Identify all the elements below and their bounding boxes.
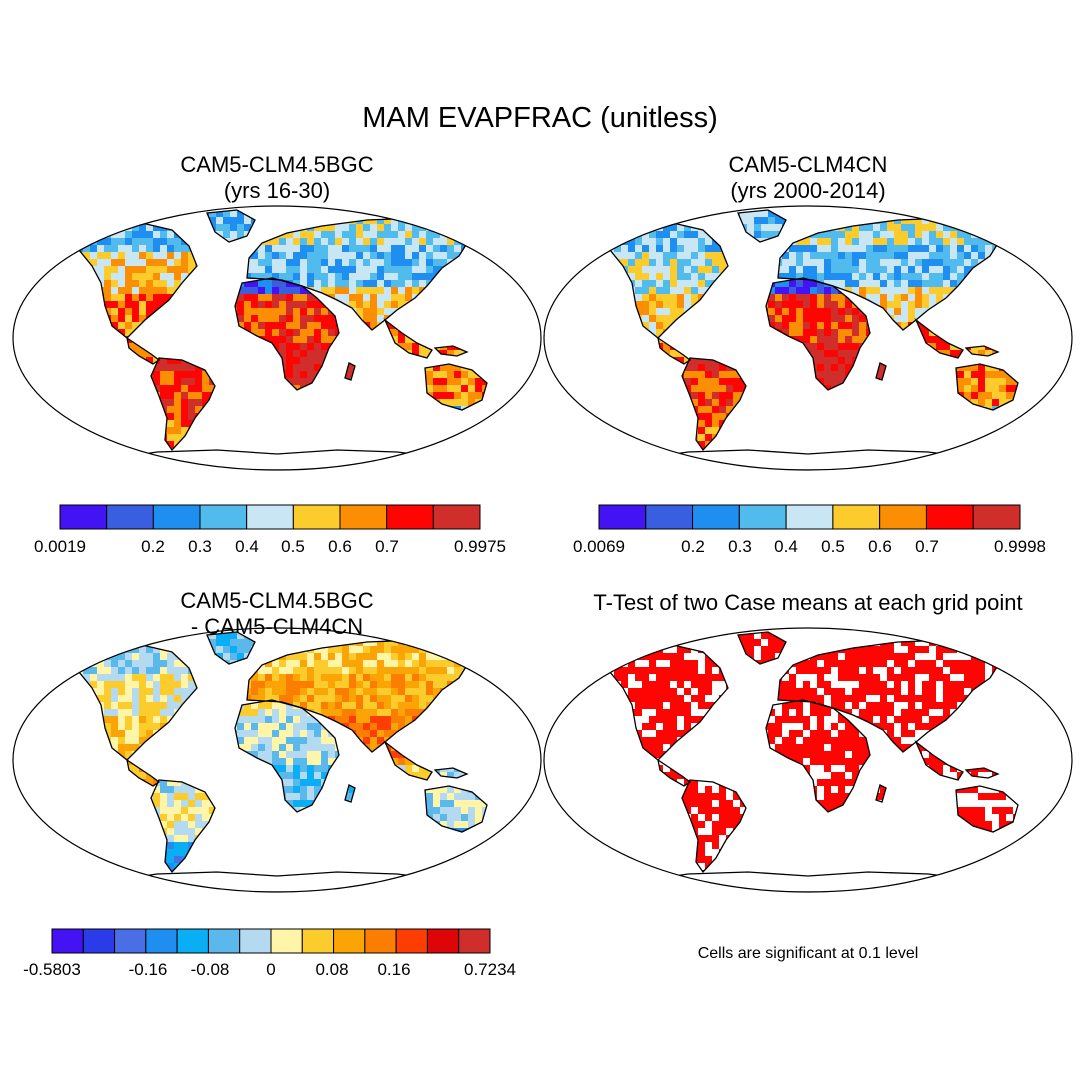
colorbar-cn-swatch — [925, 504, 974, 530]
map-clip — [602, 209, 1019, 470]
colorbar-cn-tick: 0.2 — [681, 537, 705, 556]
colorbar-diff-swatch — [301, 928, 335, 954]
colorbar-diff-swatch — [270, 928, 303, 954]
panel-3-title-line1: CAM5-CLM4.5BGC — [77, 588, 477, 614]
coastlines — [71, 209, 488, 470]
colorbar-cn — [598, 504, 1021, 530]
colorbar-diff-tick: 0 — [266, 960, 275, 979]
coastlines — [602, 631, 1019, 892]
colorbar-cn-swatch — [645, 504, 694, 530]
colorbar-cn-swatch — [598, 504, 647, 530]
colorbar-diff-swatch — [395, 928, 428, 954]
panel-1-title-line1: CAM5-CLM4.5BGC — [77, 152, 477, 178]
colorbar-bgc-tick: 0.4 — [235, 537, 259, 556]
coastlines — [602, 209, 1019, 470]
colorbar-cn-tick: 0.3 — [728, 537, 752, 556]
map-border — [543, 627, 1073, 893]
colorbar-bgc-swatch — [432, 504, 481, 530]
colorbar-bgc-swatch — [59, 504, 108, 530]
colorbar-diff-tick: -0.16 — [129, 960, 168, 979]
colorbar-cn-swatch — [692, 504, 740, 530]
panel-4-title: T-Test of two Case means at each grid po… — [548, 590, 1068, 616]
colorbar-difference — [51, 928, 491, 954]
map-clip — [602, 631, 1019, 892]
colorbar-bgc-tick: 0.6 — [328, 537, 352, 556]
colorbar-diff-min-label: -0.5803 — [23, 960, 81, 979]
colorbar-bgc-tick: 0.3 — [188, 537, 212, 556]
colorbar-diff-swatch — [364, 928, 397, 954]
colorbar-bgc-swatch — [386, 504, 434, 530]
panel-2-title: CAM5-CLM4CN (yrs 2000-2014) — [608, 152, 1008, 204]
colorbar-bgc-swatch — [152, 504, 201, 530]
colorbar-diff-tick: -0.08 — [191, 960, 230, 979]
colorbar-diff-swatch — [51, 928, 84, 954]
panel-1-title-line2: (yrs 16-30) — [77, 178, 477, 204]
colorbar-cn-min-label: 0.0069 — [573, 537, 625, 556]
colorbar-cn-tick: 0.7 — [915, 537, 939, 556]
colorbar-diff-swatch — [82, 928, 116, 954]
colorbar-diff-tick: 0.08 — [315, 960, 348, 979]
colorbar-bgc-max-label: 0.9975 — [454, 537, 506, 556]
colorbar-cn-swatch — [785, 504, 834, 530]
colorbar-bgc-tick: 0.2 — [141, 537, 165, 556]
map-panel-cn — [543, 205, 1073, 471]
colorbar-bgc — [59, 504, 481, 530]
colorbar-bgc-min-label: 0.0019 — [34, 537, 86, 556]
significance-note: Cells are significant at 0.1 level — [548, 945, 1068, 963]
colorbar-cn-swatch — [879, 504, 927, 530]
colorbar-diff-swatch — [207, 928, 241, 954]
colorbar-diff-swatch — [239, 928, 272, 954]
colorbar-cn-max-label: 0.9998 — [994, 537, 1046, 556]
colorbar-cn-swatch — [972, 504, 1021, 530]
colorbar-cn-tick: 0.4 — [774, 537, 798, 556]
colorbar-diff-swatch — [426, 928, 460, 954]
colorbar-diff-swatch — [333, 928, 366, 954]
colorbar-bgc-tick: 0.5 — [281, 537, 305, 556]
map-border — [543, 205, 1073, 471]
map-panel-bgc — [12, 205, 542, 471]
colorbar-diff-swatch — [458, 928, 491, 954]
colorbar-diff-swatch — [114, 928, 147, 954]
colorbar-cn-tick: 0.5 — [821, 537, 845, 556]
colorbar-diff-swatch — [176, 928, 209, 954]
panel-1-title: CAM5-CLM4.5BGC (yrs 16-30) — [77, 152, 477, 204]
colorbar-cn-tick: 0.6 — [868, 537, 892, 556]
map-panel-ttest — [543, 627, 1073, 893]
colorbar-bgc-swatch — [292, 504, 341, 530]
panel-2-title-line1: CAM5-CLM4CN — [608, 152, 1008, 178]
colorbar-bgc-swatch — [199, 504, 248, 530]
coastlines — [71, 631, 488, 892]
colorbar-bgc-swatch — [339, 504, 388, 530]
colorbar-diff-max-label: 0.7234 — [464, 960, 516, 979]
map-border — [12, 627, 542, 893]
colorbar-bgc-swatch — [246, 504, 294, 530]
map-clip — [71, 631, 488, 892]
map-border — [12, 205, 542, 471]
colorbar-cn-swatch — [738, 504, 787, 530]
colorbar-cn-swatch — [832, 504, 881, 530]
colorbar-diff-swatch — [145, 928, 178, 954]
panel-2-title-line2: (yrs 2000-2014) — [608, 178, 1008, 204]
colorbar-diff-tick: 0.16 — [377, 960, 410, 979]
map-clip — [71, 209, 488, 470]
main-title: MAM EVAPFRAC (unitless) — [0, 102, 1080, 135]
colorbar-bgc-swatch — [106, 504, 154, 530]
map-panel-difference — [12, 627, 542, 893]
colorbar-bgc-tick: 0.7 — [375, 537, 399, 556]
